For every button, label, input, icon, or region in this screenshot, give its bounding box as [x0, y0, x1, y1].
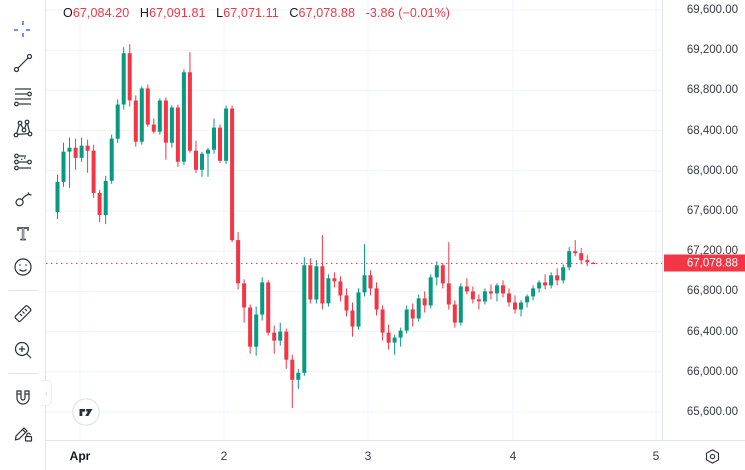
high-value: 67,091.81 [149, 6, 206, 20]
text-tool-icon: T [12, 223, 34, 245]
fib-retracement-tool-button[interactable] [7, 82, 39, 110]
svg-text:T: T [17, 225, 29, 245]
high-label: H [139, 6, 150, 20]
axis-settings-icon[interactable] [704, 448, 721, 470]
last-price-tag: 67,078.88 [664, 254, 745, 272]
magnet-icon [12, 386, 34, 408]
time-axis-label: 3 [364, 449, 372, 463]
price-axis-label: 66,000.00 [686, 365, 738, 378]
brush-icon [12, 187, 34, 209]
price-axis-label: 68,400.00 [686, 124, 738, 137]
brush-tool-button[interactable] [7, 184, 39, 212]
change-value: -3.86 (−0.01%) [365, 6, 451, 20]
projection-tool-button[interactable] [7, 148, 39, 176]
low-label: L [216, 6, 224, 20]
magnet-tool-button[interactable] [7, 383, 39, 411]
text-tool-button[interactable]: T [7, 220, 39, 248]
projection-icon [12, 151, 34, 173]
emoji-icon [12, 256, 34, 278]
crosshair-icon [12, 19, 34, 41]
emoji-tool-button[interactable] [7, 253, 39, 281]
price-axis-label: 68,000.00 [686, 164, 738, 177]
open-value: 67,084.20 [72, 6, 130, 20]
xabcd-pattern-icon [12, 118, 34, 140]
crosshair-tool-button[interactable] [7, 16, 39, 44]
time-axis-label: 4 [509, 449, 517, 463]
ohlc-legend: O67,084.20 H67,091.81 L67,071.11 C67,078… [63, 6, 450, 20]
drawing-toolbar: T [0, 0, 46, 470]
price-axis-label: 65,600.00 [686, 406, 738, 418]
drawing-lock-tool-button[interactable] [7, 419, 39, 447]
ruler-icon [12, 303, 34, 325]
time-axis[interactable]: Apr 2 3 4 5 [46, 440, 745, 470]
price-axis-label: 68,800.00 [686, 84, 738, 97]
toolbar-separator [7, 290, 38, 291]
xabcd-pattern-tool-button[interactable] [7, 115, 39, 143]
chevron-left-icon: ‹ [45, 388, 48, 398]
zoom-in-icon [12, 339, 34, 361]
close-value: 67,078.88 [298, 6, 356, 20]
time-axis-label: Apr [69, 449, 91, 463]
price-axis-label: 66,400.00 [686, 325, 738, 338]
close-label: C [289, 6, 299, 20]
price-axis-label: 67,200.00 [686, 245, 738, 258]
ruler-tool-button[interactable] [7, 300, 39, 328]
toolbar-separator [7, 373, 38, 374]
chart-plot-area[interactable]: O67,084.20 H67,091.81 L67,071.11 C67,078… [46, 0, 662, 440]
price-axis-label: 66,800.00 [686, 285, 738, 298]
tradingview-logo[interactable] [72, 398, 100, 426]
pencil-lock-icon [12, 422, 34, 444]
low-value: 67,071.11 [223, 6, 279, 20]
time-axis-label: 5 [652, 449, 660, 463]
price-axis-label: 69,600.00 [686, 4, 738, 16]
price-axis-label: 69,200.00 [686, 44, 738, 57]
candlestick-chart [46, 0, 662, 440]
zoom-in-tool-button[interactable] [7, 336, 39, 364]
trend-line-icon [12, 52, 34, 74]
open-label: O [63, 6, 73, 20]
time-axis-label: 2 [220, 449, 228, 463]
price-axis-label: 67,600.00 [686, 205, 738, 217]
trend-line-tool-button[interactable] [7, 49, 39, 77]
toolbar-collapse-handle[interactable]: ‹ [42, 380, 52, 406]
fib-retracement-icon [12, 85, 34, 107]
price-axis[interactable]: 67,078.88 69,600.00 69,200.00 68,800.00 68,… [662, 0, 745, 440]
